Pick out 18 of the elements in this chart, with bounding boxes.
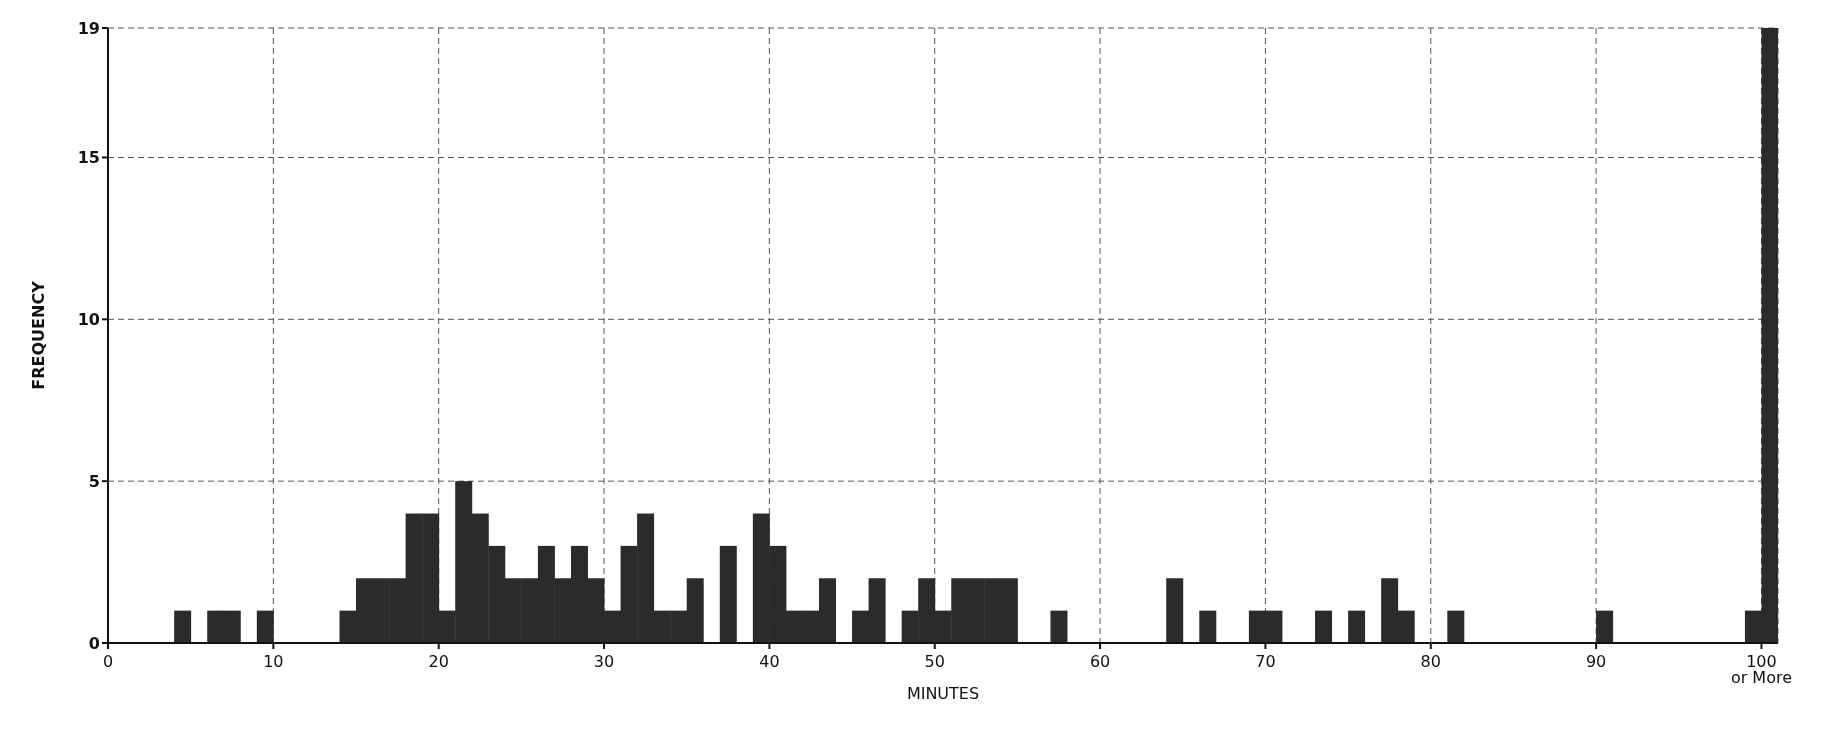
x-axis-title: MINUTES	[906, 684, 980, 703]
x-tick-label: 90	[1585, 652, 1607, 671]
x-tick-label: 40	[759, 652, 780, 671]
y-tick-label: 0	[88, 633, 100, 653]
y-tick-label: 10	[77, 310, 100, 329]
y-axis-title: FREQUENCY	[28, 280, 48, 390]
x-tick-label: 20	[428, 652, 449, 671]
x-tick-label: 80	[1420, 652, 1441, 671]
x-tick-label: 50	[924, 652, 945, 671]
y-tick-label: 15	[77, 148, 100, 168]
y-tick-label: 19	[77, 18, 100, 38]
x-tick-label: 0	[102, 652, 114, 671]
x-tick-label: 10	[263, 652, 284, 671]
x-tick-label: 60	[1089, 652, 1111, 671]
x-tick-label: 100 or More	[1730, 652, 1793, 687]
y-tick-label: 5	[88, 471, 100, 491]
x-tick-label: 70	[1255, 652, 1276, 671]
x-tick-label: 30	[593, 652, 615, 671]
